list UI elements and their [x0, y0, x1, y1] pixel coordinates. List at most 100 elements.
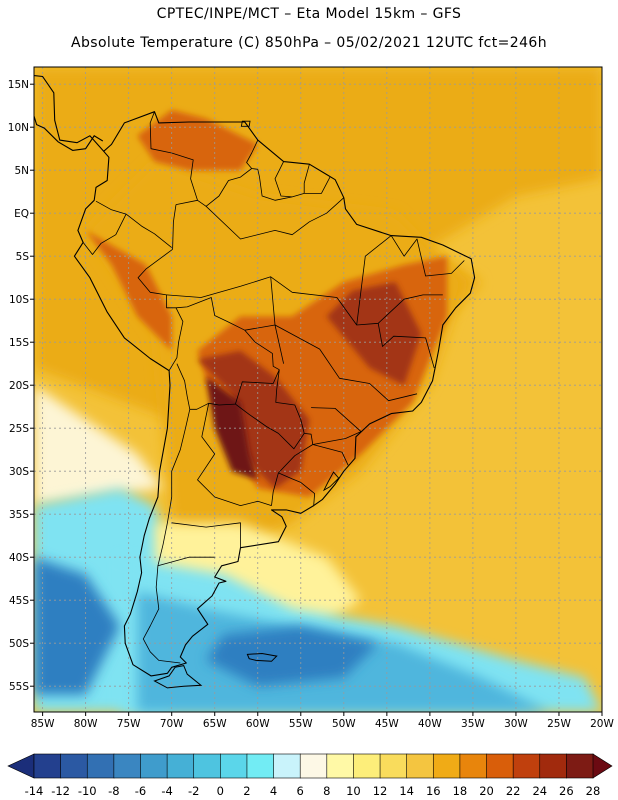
colorbar-label--12: -12	[51, 784, 70, 798]
peru-bolivia-border	[168, 307, 184, 371]
andes-hot-zone	[85, 230, 172, 351]
colorbar-label-18: 18	[453, 784, 468, 798]
colorbar-swatch-15	[432, 753, 461, 779]
lon-tick-label-35W: 35W	[461, 718, 485, 730]
lon-tick-label-75W: 75W	[117, 718, 141, 730]
chile-coast-cold-core	[34, 557, 121, 695]
colorbar-swatch-7	[220, 753, 248, 779]
venezuela-brazil-border	[197, 168, 252, 207]
colorbar-label--10: -10	[78, 784, 97, 798]
venezuela-guyana-border	[246, 139, 259, 170]
colorbar-label-8: 8	[323, 784, 330, 798]
colorbar-swatch-1	[60, 753, 88, 779]
colorbar-label-2: 2	[243, 784, 250, 798]
lon-tick-label-40W: 40W	[418, 718, 442, 730]
lat-tick-label-10N: 10N	[8, 122, 29, 134]
colorbar-label-10: 10	[346, 784, 361, 798]
lon-tick-label-45W: 45W	[375, 718, 399, 730]
colorbar-swatch-11	[326, 753, 355, 779]
lon-tick-label-85W: 85W	[31, 718, 55, 730]
colorbar-swatch-17	[486, 753, 514, 779]
colorbar-swatch-10	[299, 753, 328, 779]
central-america-coastline	[34, 75, 105, 152]
brazil-state-lines-northeast	[356, 235, 465, 326]
brazil-state-lines-north	[166, 276, 443, 326]
lat-tick-label-35S: 35S	[9, 509, 29, 521]
lat-tick-label-55S: 55S	[9, 681, 29, 693]
colorbar-label--14: -14	[25, 784, 44, 798]
colorbar-swatch-5	[166, 753, 195, 779]
trinidad-island	[240, 120, 251, 127]
lon-tick-label-70W: 70W	[160, 718, 184, 730]
colorbar-under-arrow	[7, 753, 35, 779]
lon-tick-label-55W: 55W	[289, 718, 313, 730]
lat-tick-label-5S: 5S	[16, 251, 30, 263]
colorbar-label--2: -2	[188, 784, 199, 798]
temperature-colorbar: -14 -12 -10 -8 -6 -4 -2 0 2 4 6 8 10 12 14 16 18 20 22 24 26…	[7, 753, 613, 798]
lat-tick-label-15S: 15S	[9, 337, 29, 349]
brazil-state-lines-amazon	[205, 197, 345, 240]
lat-tick-label-EQ: EQ	[14, 208, 29, 220]
colorbar-swatch-12	[353, 753, 381, 779]
colorbar-swatch-13	[379, 753, 408, 779]
colorbar-swatch-8	[246, 753, 275, 779]
longitude-tick-labels: 85W 80W 75W 70W 65W 60W 55W 50W 45W 40W 35W 30W 25W 2…	[31, 712, 614, 730]
lat-tick-label-40S: 40S	[9, 552, 29, 564]
temperature-field	[34, 67, 602, 712]
colorbar-swatch-3	[113, 753, 142, 779]
colorbar-label--6: -6	[135, 784, 146, 798]
bolivia-chile-border	[176, 363, 191, 410]
bolivia-brazil-border	[175, 297, 280, 371]
south-atlantic-cold-core	[206, 626, 379, 687]
uruguay-argentina-river	[271, 472, 279, 506]
venezuela-hot-zone	[137, 110, 258, 171]
colorbar-label--8: -8	[108, 784, 119, 798]
latitude-tick-labels: 15N 10N 5N EQ 5S 10S 15S 20S 25S 30S 35S 40S 45S 50S 5…	[8, 79, 34, 693]
brazil-state-lines-south	[311, 407, 362, 466]
colorbar-swatch-14	[406, 753, 434, 779]
lagoa-dos-patos	[322, 471, 340, 492]
colorbar-swatch-6	[193, 753, 221, 779]
east-brazil-very-hot-zone	[326, 282, 422, 386]
lat-tick-label-25S: 25S	[9, 423, 29, 435]
lat-tick-label-10S: 10S	[9, 294, 29, 306]
peru-brazil-border	[137, 248, 176, 309]
pacific-mild-zone	[34, 385, 164, 506]
central-america-pacific-coast	[34, 115, 104, 151]
argentina-province-lines	[197, 403, 272, 507]
lon-tick-label-25W: 25W	[547, 718, 571, 730]
lon-tick-label-30W: 30W	[504, 718, 528, 730]
lat-tick-label-20S: 20S	[9, 380, 29, 392]
colorbar-label--4: -4	[161, 784, 172, 798]
argentina-province-lines-patagonia	[157, 556, 215, 567]
bolivia-paraguay-border	[235, 369, 280, 405]
lon-tick-label-20W: 20W	[590, 718, 614, 730]
lon-tick-label-60W: 60W	[246, 718, 270, 730]
lat-tick-label-5N: 5N	[14, 165, 29, 177]
colorbar-label-6: 6	[297, 784, 304, 798]
ecuador-peru-border	[82, 213, 127, 255]
colorbar-label-26: 26	[559, 784, 574, 798]
lat-tick-label-15N: 15N	[8, 79, 29, 91]
coastlines-and-borders	[34, 75, 476, 689]
brazil-state-lines-east	[377, 323, 435, 369]
colorbar-swatch-19	[539, 753, 567, 779]
colorbar-swatch-0	[33, 753, 62, 779]
colombia-brazil-border	[172, 204, 177, 250]
suriname-borders	[274, 161, 293, 198]
paraguay-brazil-border	[275, 369, 305, 434]
french-guiana-border	[303, 164, 310, 194]
tierra-del-fuego	[153, 665, 203, 689]
colorbar-label-22: 22	[506, 784, 521, 798]
colorbar-label-16: 16	[426, 784, 441, 798]
colorbar-swatch-18	[512, 753, 541, 779]
lat-tick-label-30S: 30S	[9, 466, 29, 478]
lat-tick-label-45S: 45S	[9, 595, 29, 607]
colorbar-label-20: 20	[479, 784, 494, 798]
colorbar-swatch-4	[140, 753, 168, 779]
colombia-ecuador-peru-border	[95, 200, 172, 248]
field-shapes	[34, 67, 602, 712]
colorbar-label-24: 24	[532, 784, 547, 798]
